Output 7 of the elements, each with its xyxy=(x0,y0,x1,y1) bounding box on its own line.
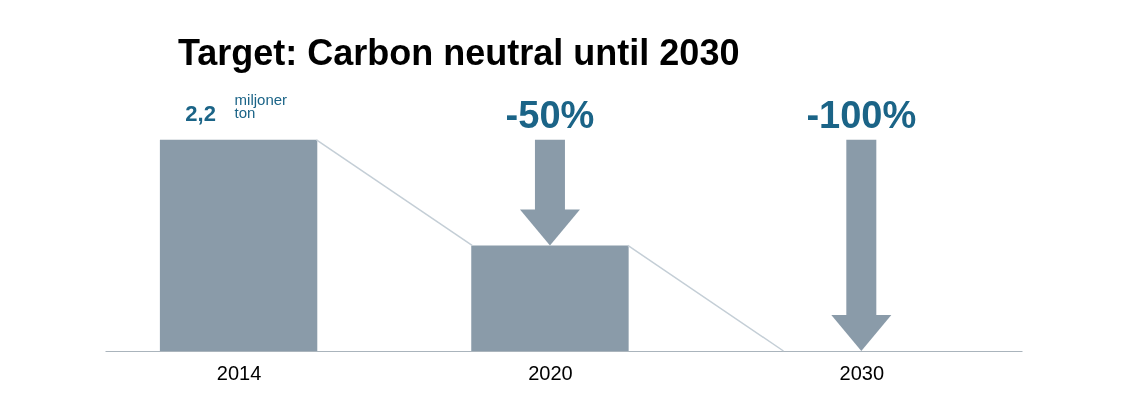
x-tick-label: 2014 xyxy=(216,361,262,384)
chart-title: Target: Carbon neutral until 2030 xyxy=(178,32,740,73)
text: -100% xyxy=(806,93,917,136)
x-tick-label: 2020 xyxy=(528,361,573,384)
x-tick-label: 2030 xyxy=(839,361,885,384)
data-label: 2,2 miljoner ton xyxy=(185,90,288,126)
annotation: -50% xyxy=(505,93,595,136)
